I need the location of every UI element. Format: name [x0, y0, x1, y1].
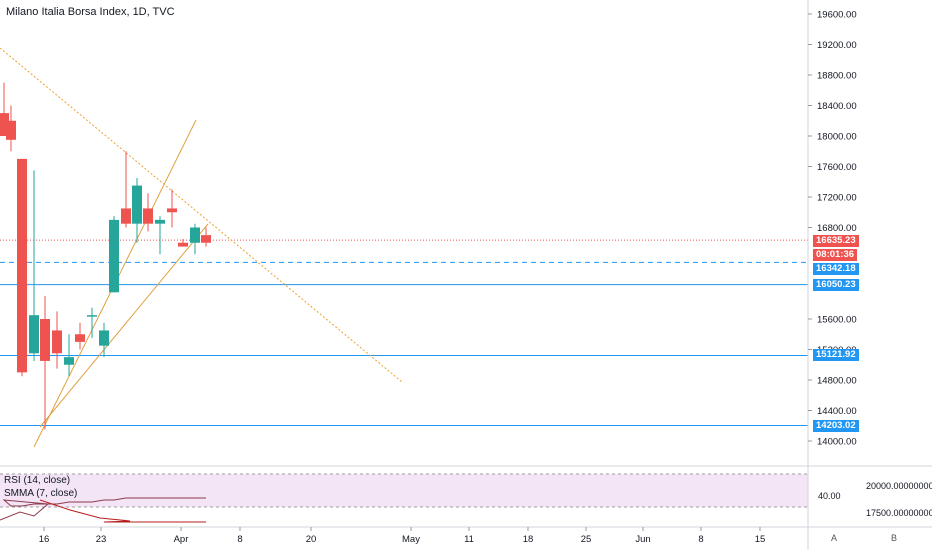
- dashed-level-badge: 16342.18: [813, 263, 859, 275]
- level-badge-1: 16050.23: [813, 279, 859, 291]
- trendlines: [0, 47, 403, 448]
- candle-body: [178, 242, 188, 247]
- candle-body: [6, 120, 16, 140]
- time-tick-label: 8: [698, 534, 703, 545]
- level-badge-3: 14203.02: [813, 420, 859, 432]
- price-tick-label: 16800.00: [817, 223, 857, 234]
- candle-body: [201, 235, 211, 243]
- candle-body: [17, 158, 27, 373]
- rsi-axis-label: 40.00: [818, 491, 841, 501]
- time-tick-label: Jun: [635, 534, 650, 545]
- price-tick-label: 17200.00: [817, 193, 857, 204]
- price-tick-label: 14800.00: [817, 376, 857, 387]
- candle-body: [75, 334, 85, 342]
- time-tick-label: 8: [237, 534, 242, 545]
- level-badge-2: 15121.92: [813, 349, 859, 361]
- countdown-badge: 08:01:36: [813, 249, 858, 261]
- price-tick-label: 19600.00: [817, 10, 857, 21]
- time-tick-label: 25: [581, 534, 592, 545]
- channel-lower-line: [39, 223, 209, 428]
- candle-body: [99, 330, 109, 346]
- time-tick-label: 23: [96, 534, 107, 545]
- price-tick-label: 17600.00: [817, 162, 857, 173]
- rsi-axis-label: 17500.00000000: [866, 508, 932, 518]
- price-tick-label: 14000.00: [817, 437, 857, 448]
- auto-scale-button[interactable]: A: [830, 533, 837, 543]
- price-tick-label: 19200.00: [817, 40, 857, 51]
- price-tick-label: 18800.00: [817, 71, 857, 82]
- rsi-line: [0, 497, 206, 521]
- smma-label: SMMA (7, close): [4, 488, 78, 499]
- candle-body: [52, 330, 62, 354]
- candle-body: [40, 319, 50, 361]
- rsi-axis-label: 20000.00000000: [866, 481, 932, 491]
- time-tick-label: 20: [306, 534, 317, 545]
- candle-body: [109, 219, 119, 293]
- rsi-label: RSI (14, close): [4, 475, 71, 486]
- time-tick-label: 18: [523, 534, 534, 545]
- candle-body: [87, 315, 97, 317]
- rsi-pane: [0, 473, 808, 523]
- time-tick-label: 16: [39, 534, 50, 545]
- rsi-band: [0, 474, 808, 507]
- price-tick-label: 14400.00: [817, 406, 857, 417]
- symbol-title: Milano Italia Borsa Index, 1D, TVC: [6, 6, 175, 18]
- candle-body: [132, 185, 142, 224]
- log-scale-button[interactable]: B: [890, 533, 897, 543]
- price-tick-label: 18000.00: [817, 132, 857, 143]
- candle-body: [64, 357, 74, 365]
- last-price-badge: 16635.23: [813, 235, 859, 247]
- time-tick-label: Apr: [174, 534, 189, 545]
- time-tick-label: 11: [464, 534, 474, 545]
- candles: [0, 82, 211, 430]
- price-tick-label: 15600.00: [817, 315, 857, 326]
- candle-body: [143, 208, 153, 224]
- candle-body: [0, 113, 9, 136]
- candle-body: [29, 315, 39, 354]
- descending-trendline: [0, 47, 403, 383]
- price-levels: [0, 239, 808, 427]
- candle-body: [121, 208, 131, 224]
- price-tick-label: 18400.00: [817, 101, 857, 112]
- time-tick-label: 15: [755, 534, 766, 545]
- candle-body: [190, 227, 200, 243]
- smma-line: [39, 499, 206, 523]
- candle-body: [155, 219, 165, 224]
- candle-body: [167, 208, 177, 213]
- time-tick-label: May: [402, 534, 420, 545]
